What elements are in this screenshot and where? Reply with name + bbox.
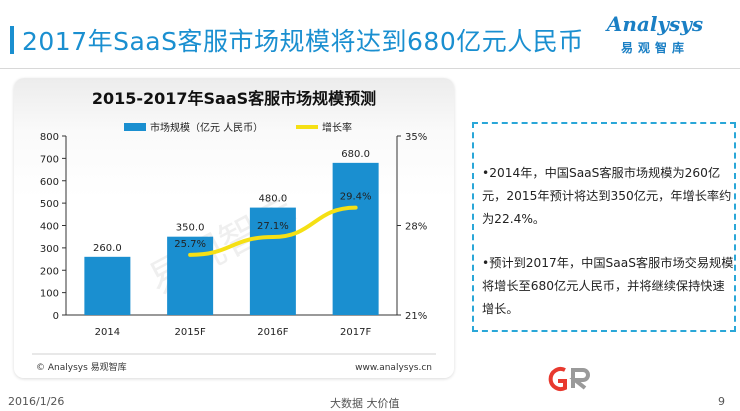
legend-bar-swatch xyxy=(124,123,146,131)
logo-wordmark: Analysys xyxy=(606,12,704,36)
bar-value-label: 260.0 xyxy=(93,243,122,254)
title-accent-bar xyxy=(10,26,14,54)
left-axis-tick-label: 700 xyxy=(40,154,59,165)
left-axis-tick-label: 600 xyxy=(40,177,59,188)
growth-rate-label: 27.1% xyxy=(257,221,289,232)
note-2014-2015: •2014年，中国SaaS客服市场规模为260亿元，2015年预计将达到350亿… xyxy=(482,166,732,226)
x-axis-tick-label: 2016F xyxy=(257,327,288,338)
right-axis-tick-label: 35% xyxy=(405,132,427,143)
analysys-logo: Analysys 易观智库 xyxy=(600,12,710,62)
page-number: 9 xyxy=(718,395,725,408)
footer-date: 2016/1/26 xyxy=(8,395,65,408)
cr-logo-icon xyxy=(548,367,590,391)
bar xyxy=(332,162,379,315)
page-title: 2017年SaaS客服市场规模将达到680亿元人民币 xyxy=(22,27,584,56)
chart-panel: 2015-2017年SaaS客服市场规模预测 市场规模（亿元 人民币） 增长率 易观智… xyxy=(14,78,454,378)
x-axis-tick-label: 2017F xyxy=(340,327,371,338)
legend-line-label: 增长率 xyxy=(322,121,352,134)
notes-box: •2014年，中国SaaS客服市场规模为260亿元，2015年预计将达到350亿… xyxy=(472,122,736,332)
right-axis-tick-label: 28% xyxy=(405,222,427,233)
logo-chinese-name: 易观智库 xyxy=(620,41,689,55)
bar-value-label: 350.0 xyxy=(176,223,205,234)
x-axis-tick-label: 2015F xyxy=(175,327,206,338)
legend-bar-label: 市场规模（亿元 人民币） xyxy=(150,121,263,134)
x-axis-tick-label: 2014 xyxy=(95,327,120,338)
right-axis-tick-label: 21% xyxy=(405,311,427,322)
left-axis-tick-label: 500 xyxy=(40,199,59,210)
chart-website: www.analysys.cn xyxy=(355,363,432,373)
bar-value-label: 680.0 xyxy=(341,149,370,160)
left-axis-tick-label: 800 xyxy=(40,132,59,143)
growth-rate-label: 29.4% xyxy=(340,192,372,203)
chart-title: 2015-2017年SaaS客服市场规模预测 xyxy=(92,89,376,108)
growth-rate-line xyxy=(188,205,358,257)
left-axis-tick-label: 300 xyxy=(40,244,59,255)
chart-source: © Analysys 易观智库 xyxy=(36,361,127,373)
header-divider xyxy=(0,68,740,69)
left-axis-tick-label: 200 xyxy=(40,266,59,277)
left-axis-tick-label: 400 xyxy=(40,222,59,233)
left-axis-tick-label: 100 xyxy=(40,289,59,300)
bar xyxy=(167,236,214,315)
growth-rate-label: 25.7% xyxy=(174,239,206,250)
footer-slogan: 大数据 大价值 xyxy=(330,397,400,410)
left-axis-tick-label: 0 xyxy=(53,311,59,322)
bar xyxy=(249,207,296,315)
bar xyxy=(84,256,131,315)
bar-value-label: 480.0 xyxy=(259,194,288,205)
note-2017-forecast: •预计到2017年，中国SaaS客服市场交易规模将增长至680亿元人民币，并将继… xyxy=(482,256,734,316)
